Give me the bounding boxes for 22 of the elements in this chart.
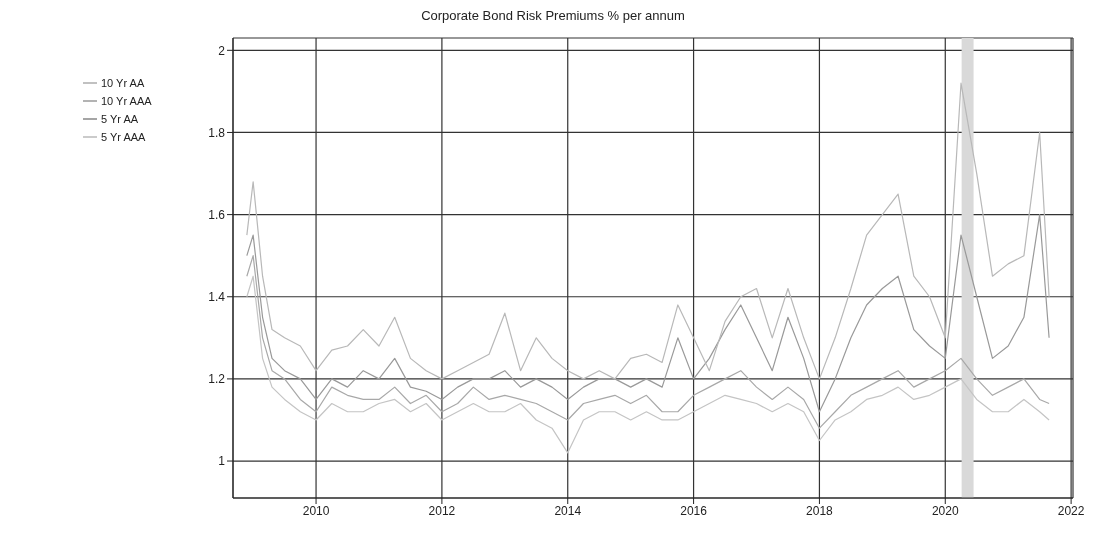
legend-label: 10 Yr AAA <box>101 95 152 107</box>
line-series <box>246 214 1050 413</box>
y-tick-label: 1.6 <box>208 207 226 222</box>
x-tick-label: 2016 <box>680 503 708 518</box>
y-tick-label: 1.8 <box>208 125 226 140</box>
x-tick-label: 2020 <box>931 503 959 518</box>
line-series <box>246 82 1050 380</box>
x-tick-label: 2018 <box>806 503 834 518</box>
x-tick-label: 2014 <box>554 503 582 518</box>
y-tick-label: 1.4 <box>208 290 226 305</box>
x-tick-label: 2010 <box>302 503 330 518</box>
x-tick-label: 2022 <box>1057 503 1085 518</box>
line-series <box>246 275 1050 454</box>
legend-label: 10 Yr AA <box>101 77 145 89</box>
x-tick-label: 2012 <box>428 503 456 518</box>
chart-title: Corporate Bond Risk Premiums % per annum <box>420 8 686 25</box>
y-tick-label: 1 <box>218 454 226 469</box>
legend-label: 5 Yr AAA <box>101 131 146 143</box>
line-series <box>246 255 1050 429</box>
y-tick-label: 1.2 <box>208 372 226 387</box>
y-tick-label: 2 <box>218 43 226 58</box>
legend-label: 5 Yr AA <box>101 113 139 125</box>
